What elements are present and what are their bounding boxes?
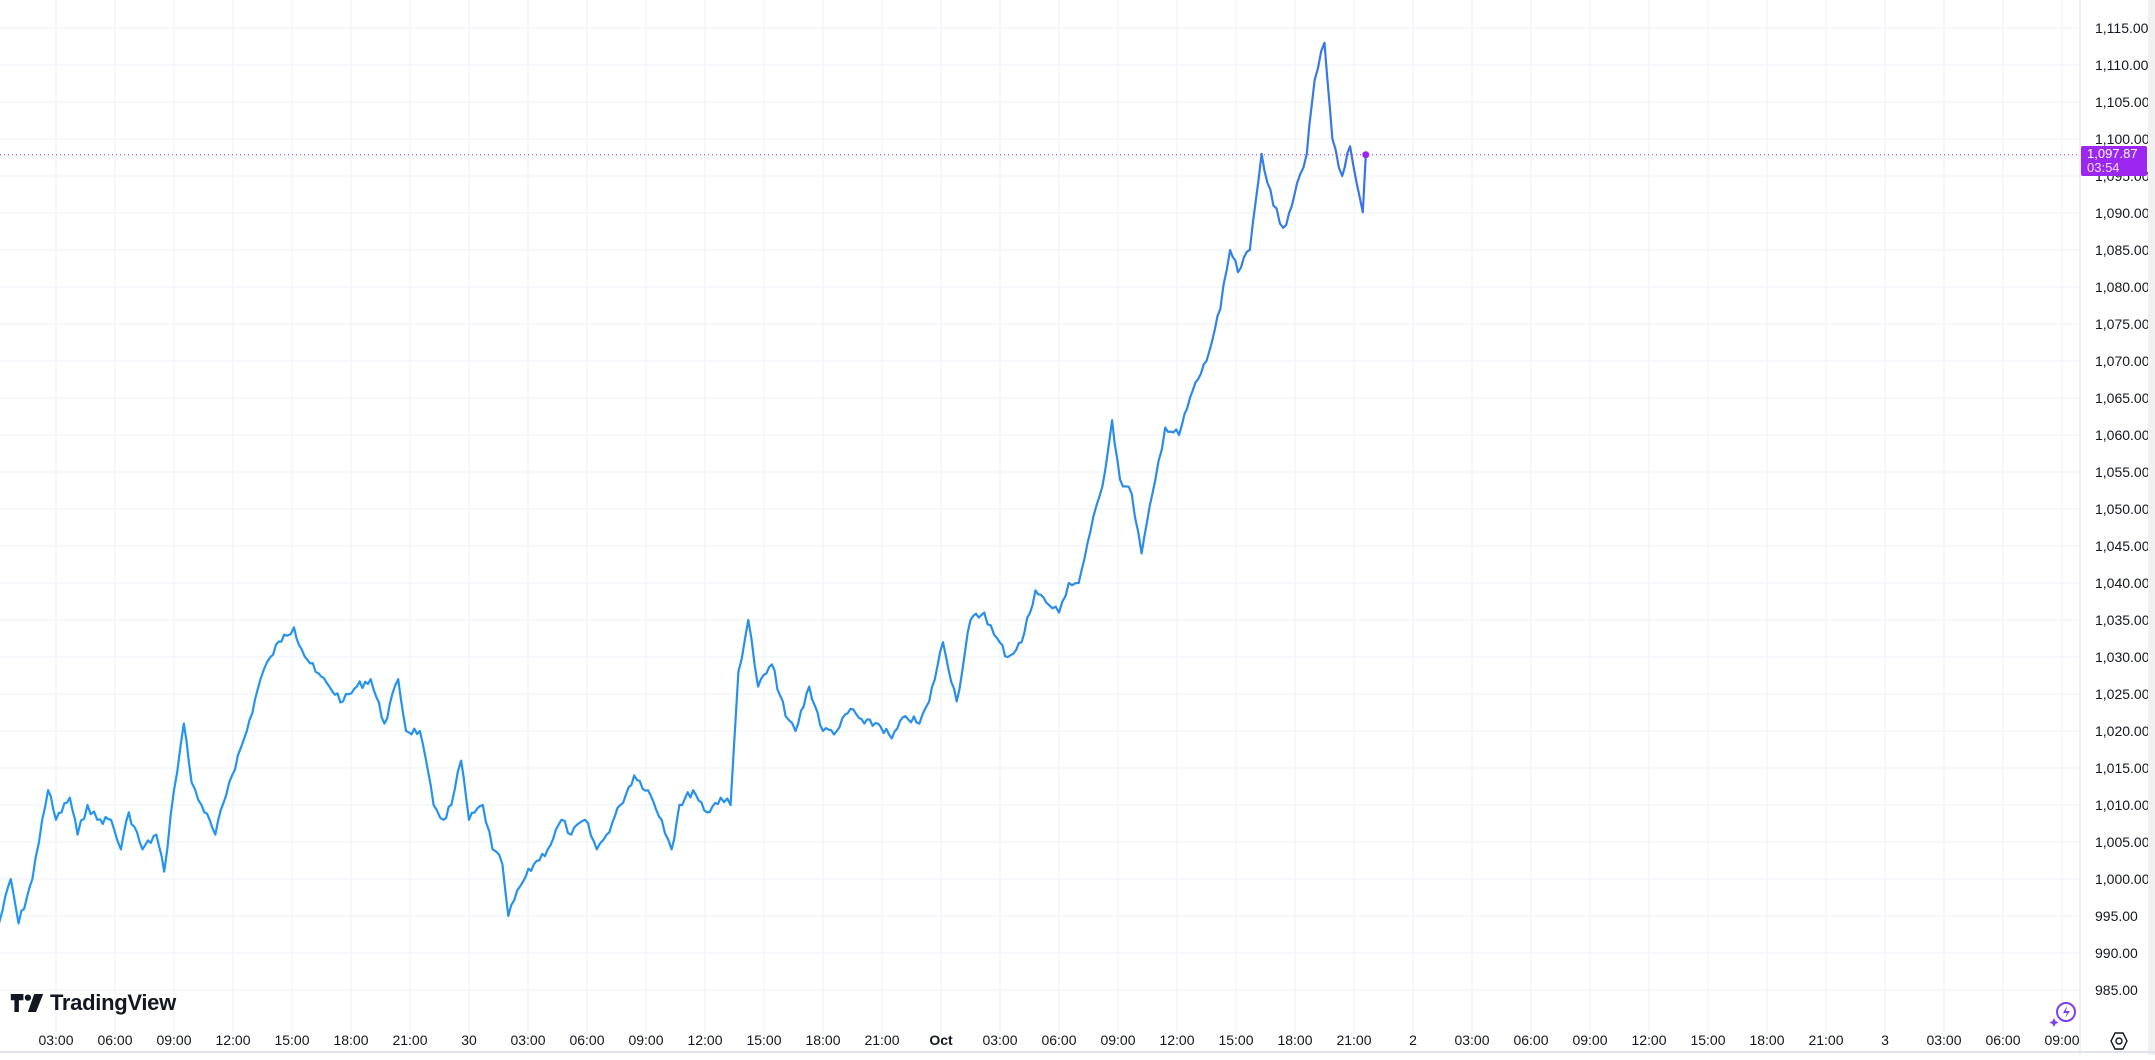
x-tick-label: 21:00 xyxy=(1336,1032,1371,1048)
y-tick-label: 1,050.00 xyxy=(2095,501,2150,517)
right-edge xyxy=(2148,0,2155,1055)
x-tick-label: 06:00 xyxy=(97,1032,132,1048)
price-line xyxy=(0,41,2080,925)
y-tick-label: 1,070.00 xyxy=(2095,353,2150,369)
x-tick-label: 18:00 xyxy=(1277,1032,1312,1048)
x-tick-label: 15:00 xyxy=(1690,1032,1725,1048)
x-tick-label: 15:00 xyxy=(274,1032,309,1048)
y-tick-label: 1,045.00 xyxy=(2095,538,2150,554)
y-tick-label: 995.00 xyxy=(2095,908,2138,924)
grid-lines xyxy=(0,0,2080,1037)
brand-name: TradingView xyxy=(50,990,176,1015)
x-tick-label: 09:00 xyxy=(1100,1032,1135,1048)
chart-settings-button[interactable] xyxy=(2108,1030,2130,1052)
x-tick-label: 18:00 xyxy=(805,1032,840,1048)
y-tick-label: 1,080.00 xyxy=(2095,279,2150,295)
x-tick-label: 03:00 xyxy=(38,1032,73,1048)
tradingview-logo-icon xyxy=(10,994,44,1012)
x-tick-label: 12:00 xyxy=(687,1032,722,1048)
y-tick-label: 1,115.00 xyxy=(2095,20,2149,36)
y-tick-label: 1,075.00 xyxy=(2095,316,2150,332)
bar-countdown: 03:54 xyxy=(2087,159,2120,175)
price-axis[interactable]: 1,115.001,110.001,105.001,100.001,095.00… xyxy=(2079,0,2155,1055)
x-tick-label: 12:00 xyxy=(1631,1032,1666,1048)
price-line-path xyxy=(0,41,1367,925)
x-tick-label: 21:00 xyxy=(864,1032,899,1048)
x-tick-label: 09:00 xyxy=(628,1032,663,1048)
x-tick-label: 21:00 xyxy=(1808,1032,1843,1048)
y-tick-label: 1,015.00 xyxy=(2095,760,2150,776)
lightning-sparkle-icon xyxy=(2049,1002,2076,1027)
lightning-sparkle-button[interactable] xyxy=(2048,1000,2078,1030)
y-tick-label: 1,055.00 xyxy=(2095,464,2150,480)
y-tick-label: 1,000.00 xyxy=(2095,871,2150,887)
gear-icon xyxy=(2110,1032,2128,1050)
last-price-dot xyxy=(1362,151,1370,159)
x-tick-label: 06:00 xyxy=(569,1032,604,1048)
x-tick-label: 2 xyxy=(1409,1032,1417,1048)
last-price-label: 1,097.87 03:54 xyxy=(2081,145,2147,176)
y-tick-label: 990.00 xyxy=(2095,945,2138,961)
x-tick-label: 21:00 xyxy=(392,1032,427,1048)
x-tick-label: Oct xyxy=(929,1032,953,1048)
y-tick-label: 985.00 xyxy=(2095,982,2138,998)
y-tick-label: 1,040.00 xyxy=(2095,575,2150,591)
x-tick-label: 09:00 xyxy=(2044,1032,2079,1048)
y-tick-label: 1,100.00 xyxy=(2095,131,2150,147)
x-tick-label: 09:00 xyxy=(156,1032,191,1048)
y-tick-label: 1,005.00 xyxy=(2095,834,2150,850)
y-tick-label: 1,035.00 xyxy=(2095,612,2150,628)
time-axis[interactable]: 03:00 06:00 09:00 12:00 15:00 18:00 21:00 30 03:… xyxy=(0,1032,2155,1053)
x-tick-label: 18:00 xyxy=(333,1032,368,1048)
x-tick-label: 15:00 xyxy=(746,1032,781,1048)
y-tick-label: 1,060.00 xyxy=(2095,427,2150,443)
x-tick-label: 3 xyxy=(1881,1032,1889,1048)
y-tick-label: 1,010.00 xyxy=(2095,797,2150,813)
tradingview-logo[interactable]: TradingView xyxy=(10,990,176,1016)
x-tick-label: 03:00 xyxy=(982,1032,1017,1048)
x-tick-label: 30 xyxy=(461,1032,477,1048)
x-tick-label: 12:00 xyxy=(1159,1032,1194,1048)
x-tick-label: 03:00 xyxy=(1926,1032,1961,1048)
x-tick-label: 03:00 xyxy=(1454,1032,1489,1048)
y-tick-label: 1,105.00 xyxy=(2095,94,2150,110)
y-tick-label: 1,030.00 xyxy=(2095,649,2150,665)
x-tick-label: 06:00 xyxy=(1985,1032,2020,1048)
y-tick-label: 1,085.00 xyxy=(2095,242,2150,258)
last-price-value: 1,097.87 xyxy=(2087,145,2138,161)
x-tick-label: 12:00 xyxy=(215,1032,250,1048)
y-tick-label: 1,065.00 xyxy=(2095,390,2150,406)
x-tick-label: 06:00 xyxy=(1513,1032,1548,1048)
y-tick-label: 1,110.00 xyxy=(2095,57,2149,73)
x-tick-label: 03:00 xyxy=(510,1032,545,1048)
x-tick-label: 06:00 xyxy=(1041,1032,1076,1048)
y-tick-label: 1,020.00 xyxy=(2095,723,2150,739)
y-tick-label: 1,090.00 xyxy=(2095,205,2150,221)
x-tick-label: 09:00 xyxy=(1572,1032,1607,1048)
x-tick-label: 18:00 xyxy=(1749,1032,1784,1048)
x-tick-label: 15:00 xyxy=(1218,1032,1253,1048)
y-tick-label: 1,025.00 xyxy=(2095,686,2150,702)
